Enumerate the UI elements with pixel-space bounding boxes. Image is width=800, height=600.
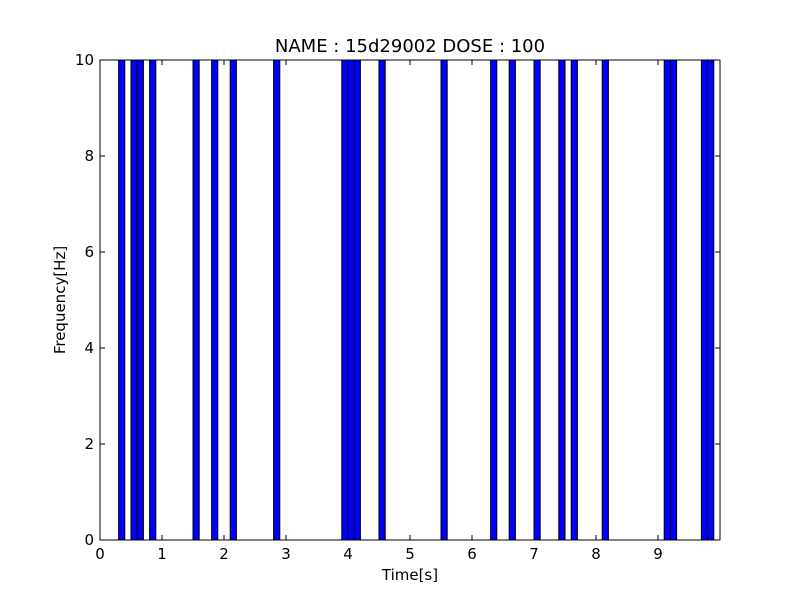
bar <box>669 59 678 541</box>
chart-title: NAME : 15d29002 DOSE : 100 <box>275 36 545 57</box>
bar <box>118 59 126 541</box>
x-tick-label: 8 <box>591 545 601 563</box>
y-tick-label: 10 <box>75 51 94 69</box>
y-tick-label: 0 <box>84 531 94 549</box>
bar <box>347 59 355 541</box>
y-axis-label: Frequency[Hz] <box>51 246 69 354</box>
bar <box>663 59 671 541</box>
bar <box>192 59 200 541</box>
x-axis-ticks: 0 1 2 3 4 5 6 7 8 9 <box>95 60 663 563</box>
bar <box>130 59 138 541</box>
x-tick-label: 2 <box>219 545 229 563</box>
bar <box>700 59 709 541</box>
x-tick-label: 3 <box>281 545 291 563</box>
bar <box>378 59 386 541</box>
y-tick-label: 2 <box>84 435 94 453</box>
x-tick-label: 6 <box>467 545 477 563</box>
x-tick-label: 5 <box>405 545 415 563</box>
x-axis-label: Time[s] <box>381 566 438 584</box>
x-tick-label: 4 <box>343 545 353 563</box>
x-tick-label: 1 <box>157 545 167 563</box>
bar <box>440 59 448 541</box>
y-axis-ticks: 0 2 4 6 8 10 <box>75 51 720 549</box>
bar <box>353 59 361 541</box>
bar <box>341 59 349 541</box>
bar <box>508 59 516 541</box>
bar <box>533 59 541 541</box>
bar <box>211 59 219 541</box>
bar <box>558 59 566 541</box>
y-tick-label: 8 <box>84 147 94 165</box>
bar <box>570 59 578 541</box>
x-tick-label: 7 <box>529 545 539 563</box>
bar <box>149 59 157 541</box>
y-tick-label: 4 <box>84 339 94 357</box>
bar <box>273 59 281 541</box>
x-tick-label: 0 <box>95 545 105 563</box>
bar <box>229 59 237 541</box>
bar <box>136 59 144 541</box>
y-tick-label: 6 <box>84 243 94 261</box>
bar <box>490 59 498 541</box>
bar <box>707 59 715 541</box>
bar <box>601 59 609 541</box>
x-tick-label: 9 <box>653 545 663 563</box>
